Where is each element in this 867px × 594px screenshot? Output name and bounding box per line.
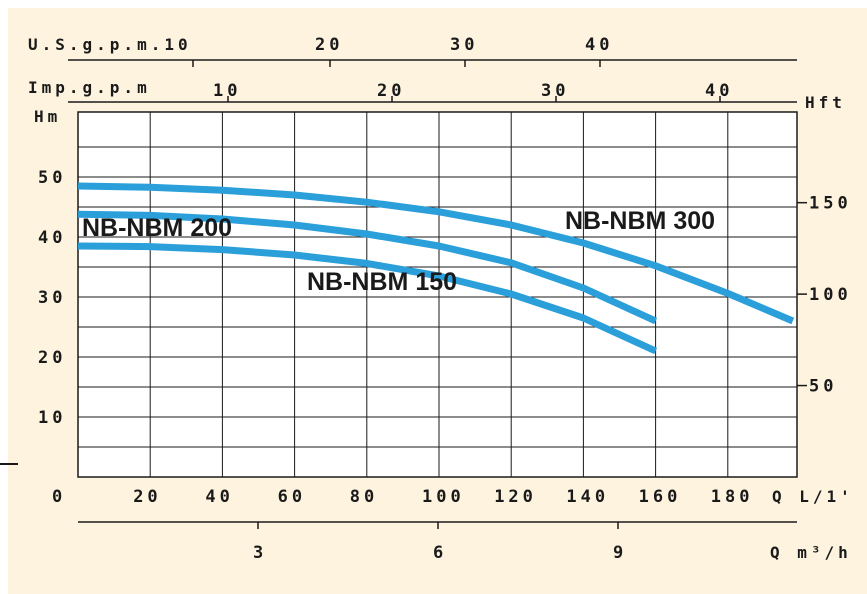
ym-tick-label: 30 xyxy=(38,288,66,308)
usgpm-label: U.S.g.p.m.10 xyxy=(28,35,192,54)
xlpm-tick-label: 160 xyxy=(639,487,682,507)
series-label-2: NB-NBM 200 xyxy=(82,214,232,242)
series-label-3: NB-NBM 150 xyxy=(307,268,457,296)
ym-tick-label: 10 xyxy=(38,408,66,428)
xlpm-tick-label: 0 xyxy=(52,487,66,507)
xlpm-tick-label: 60 xyxy=(278,487,306,507)
impgpm-tick-label: 30 xyxy=(541,81,569,101)
series-curve-1 xyxy=(77,182,795,325)
impgpm-tick-label: 40 xyxy=(705,81,733,101)
grid-lines xyxy=(78,112,797,477)
xlpm-tick-label: 180 xyxy=(711,487,754,507)
qm-label: Q m³/h xyxy=(770,543,852,562)
impgpm-tick-label: 10 xyxy=(213,81,241,101)
yft-tick-label: 100 xyxy=(809,285,852,305)
ql-label: Q L/1' xyxy=(772,487,854,506)
xlpm-tick-label: 40 xyxy=(205,487,233,507)
ym-tick-label: 20 xyxy=(38,348,66,368)
ym-tick-label: 50 xyxy=(38,168,66,188)
curves xyxy=(77,182,795,355)
series-curve-2 xyxy=(77,210,658,325)
series-label-1: NB-NBM 300 xyxy=(565,207,715,235)
xlpm-tick-label: 100 xyxy=(422,487,465,507)
usgpm-tick-label: 40 xyxy=(585,35,613,55)
xlpm-tick-label: 20 xyxy=(133,487,161,507)
yft-tick-label: 150 xyxy=(809,194,852,214)
hft-label: Hft xyxy=(805,93,846,112)
usgpm-tick-label: 30 xyxy=(450,35,478,55)
m3h-tick-label: 6 xyxy=(433,543,447,563)
ym-tick-label: 40 xyxy=(38,228,66,248)
m3h-tick-label: 3 xyxy=(253,543,267,563)
series-curve-3 xyxy=(77,242,658,355)
yft-tick-label: 50 xyxy=(809,377,837,397)
xlpm-tick-label: 140 xyxy=(566,487,609,507)
hm-label: Hm xyxy=(34,107,61,126)
usgpm-tick-label: 20 xyxy=(315,35,343,55)
impgpm-label: Imp.g.p.m xyxy=(28,78,151,97)
plot-area xyxy=(77,111,798,478)
impgpm-tick-label: 20 xyxy=(377,81,405,101)
xlpm-tick-label: 120 xyxy=(494,487,537,507)
series-labels: NB-NBM 300 NB-NBM 200 NB-NBM 150 xyxy=(82,207,715,296)
xlpm-tick-label: 80 xyxy=(350,487,378,507)
m3h-tick-label: 9 xyxy=(613,543,627,563)
